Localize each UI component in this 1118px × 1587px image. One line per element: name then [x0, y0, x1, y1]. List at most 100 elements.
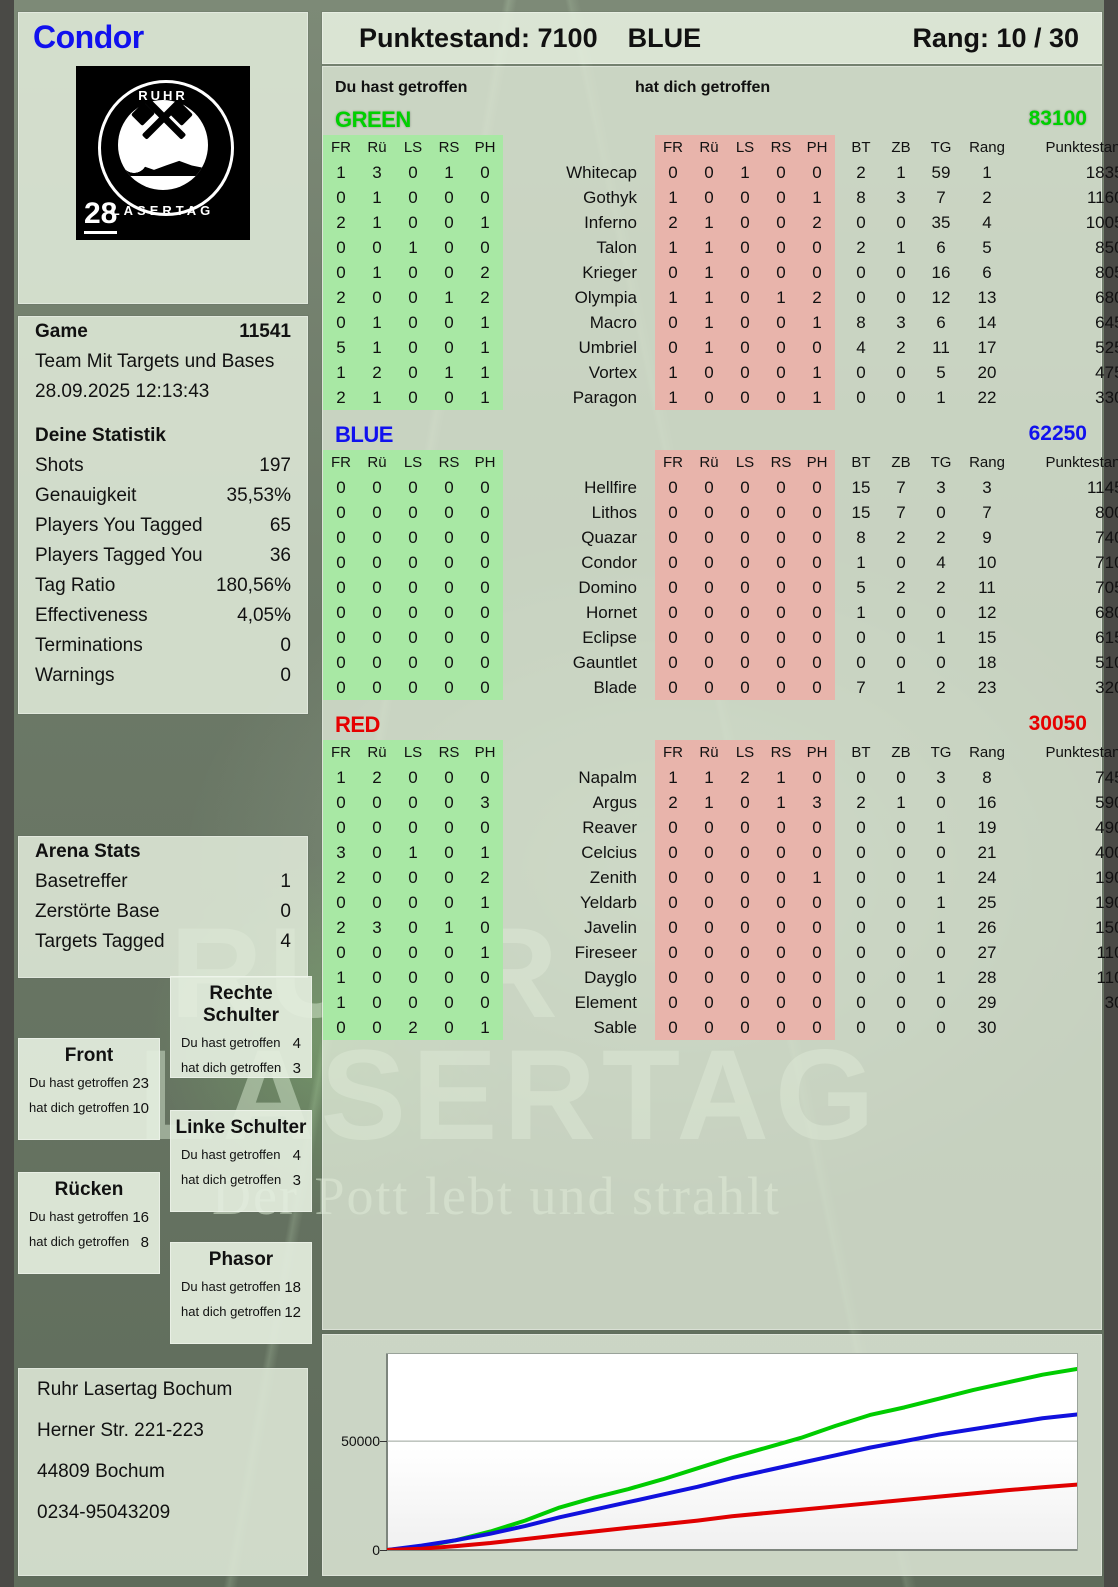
- tg-cell: 0: [936, 993, 946, 1012]
- game-row: Game 11541: [19, 317, 307, 347]
- zb-cell: 0: [896, 553, 906, 572]
- arena-stat-value: 0: [280, 901, 291, 922]
- game-datetime: 28.09.2025 12:13:43: [35, 381, 210, 402]
- hit-zone-front: Front Du hast getroffen 23 hat dich getroff…: [18, 1038, 160, 1140]
- col-bt: BT: [851, 744, 871, 761]
- table-row[interactable]: 13010Whitecap001002159118350: [323, 160, 1118, 185]
- bt-cell: 0: [856, 818, 866, 837]
- hit-zone-hit-you: hat dich getroffen 3: [181, 1172, 301, 1189]
- table-row[interactable]: 21001Inferno210020035410050: [323, 210, 1118, 235]
- col-got-Rü: Rü: [691, 135, 727, 160]
- zb-cell: 0: [896, 918, 906, 937]
- hit-zone-you-hit: Du hast getroffen 16: [29, 1209, 149, 1226]
- hit-zone-hit-you: hat dich getroffen 10: [29, 1100, 149, 1117]
- table-row[interactable]: 12011Vortex10001005204750: [323, 360, 1118, 385]
- table-header-row: FR Rü LS RS PH FR Rü LS RS PH BT ZB TG Rang Punktestan…: [323, 135, 1118, 160]
- table-row[interactable]: 00000Blade00000712233200: [323, 675, 1118, 700]
- bt-cell: 0: [856, 388, 866, 407]
- bt-cell: 15: [851, 478, 871, 497]
- personal-stats-list: Shots 197 Genauigkeit 35,53% Players You Tag…: [19, 451, 307, 691]
- zb-cell: 0: [896, 213, 906, 232]
- bt-cell: 0: [856, 968, 866, 987]
- table-row[interactable]: 12000Napalm1121000387450: [323, 765, 1118, 790]
- table-row[interactable]: 00000Domino00000522117050: [323, 575, 1118, 600]
- rang-cell: 13: [977, 288, 997, 307]
- zb-cell: 7: [896, 503, 906, 522]
- zb-cell: 0: [896, 943, 906, 962]
- zb-cell: 0: [896, 893, 906, 912]
- table-row[interactable]: 30101Celcius00000000214000: [323, 840, 1118, 865]
- table-row[interactable]: 00000Reaver00000001194900: [323, 815, 1118, 840]
- player-name-cell: Domino: [578, 578, 637, 597]
- table-row[interactable]: 10000Dayglo00000001281100: [323, 965, 1118, 990]
- col-hit-LS: LS: [395, 740, 431, 765]
- chart-ytick-mark: [380, 1441, 387, 1443]
- stat-value: 35,53%: [226, 485, 291, 506]
- col-hit-PH: PH: [467, 135, 503, 160]
- rang-cell: 19: [977, 818, 997, 837]
- table-row[interactable]: 00000Hellfire000001573311450: [323, 475, 1118, 500]
- logo-wave-icon: [118, 160, 208, 176]
- tg-cell: 1: [936, 968, 946, 987]
- hit-zone-title: Rücken: [54, 1179, 124, 1200]
- zb-cell: 0: [896, 388, 906, 407]
- team-label: BLUE: [627, 22, 702, 53]
- player-name-cell: Eclipse: [582, 628, 637, 647]
- stat-label: Terminations: [35, 635, 143, 656]
- zb-cell: 0: [896, 968, 906, 987]
- col-got-Rü: Rü: [691, 450, 727, 475]
- col-got-FR: FR: [655, 740, 691, 765]
- rang-cell: 20: [977, 363, 997, 382]
- chart-svg: [387, 1367, 1077, 1550]
- game-stats-panel: Game 11541 Team Mit Targets und Bases 28…: [18, 316, 308, 714]
- table-row[interactable]: 00201Sable00000000300: [323, 1015, 1118, 1040]
- col-got-RS: RS: [763, 740, 799, 765]
- table-row[interactable]: 21001Paragon10001001223300: [323, 385, 1118, 410]
- zb-cell: 0: [896, 653, 906, 672]
- col-hit-FR: FR: [323, 135, 359, 160]
- table-row[interactable]: 01001Macro01001836146450: [323, 310, 1118, 335]
- table-row[interactable]: 00100Talon1100021658500: [323, 235, 1118, 260]
- bt-cell: 0: [856, 263, 866, 282]
- rang-cell: 11: [978, 578, 996, 597]
- table-row[interactable]: 01000Gothyk10001837211600: [323, 185, 1118, 210]
- table-row[interactable]: 51001Umbriel010004211175250: [323, 335, 1118, 360]
- zb-cell: 2: [896, 578, 906, 597]
- tg-cell: 59: [931, 163, 951, 182]
- arena-stat-label: Targets Tagged: [35, 931, 165, 952]
- table-row[interactable]: 20012Olympia110120012136800: [323, 285, 1118, 310]
- stat-row: Warnings 0: [19, 661, 307, 691]
- bt-cell: 2: [856, 238, 866, 257]
- col-zb: ZB: [891, 744, 911, 761]
- hit-zone-hit-you: hat dich getroffen 3: [181, 1060, 301, 1077]
- stat-label: Tag Ratio: [35, 575, 116, 596]
- chart-series-red: [387, 1482, 1077, 1550]
- col-bt: BT: [851, 139, 871, 156]
- col-tg: TG: [930, 139, 952, 156]
- team-table-blue: FR Rü LS RS PH FR Rü LS RS PH BT ZB TG Rang Punktestan…: [323, 450, 1118, 700]
- table-row[interactable]: 01002Krieger01000001668050: [323, 260, 1118, 285]
- col-rang: Rang: [969, 744, 1005, 761]
- table-row[interactable]: 00001Fireseer00000000271100: [323, 940, 1118, 965]
- zb-cell: 0: [896, 768, 906, 787]
- table-row[interactable]: 00000Eclipse00000001156150: [323, 625, 1118, 650]
- stat-row: Genauigkeit 35,53%: [19, 481, 307, 511]
- col-hit-FR: FR: [323, 740, 359, 765]
- table-row[interactable]: 00001Yeldarb00000001251900: [323, 890, 1118, 915]
- col-rang: Rang: [969, 454, 1005, 471]
- address-line: 44809 Bochum: [37, 1461, 165, 1482]
- right-edge-strip: [1104, 0, 1118, 1587]
- hit-zone-rschulter: Rechte Schulter Du hast getroffen 4 hat dic…: [170, 976, 312, 1078]
